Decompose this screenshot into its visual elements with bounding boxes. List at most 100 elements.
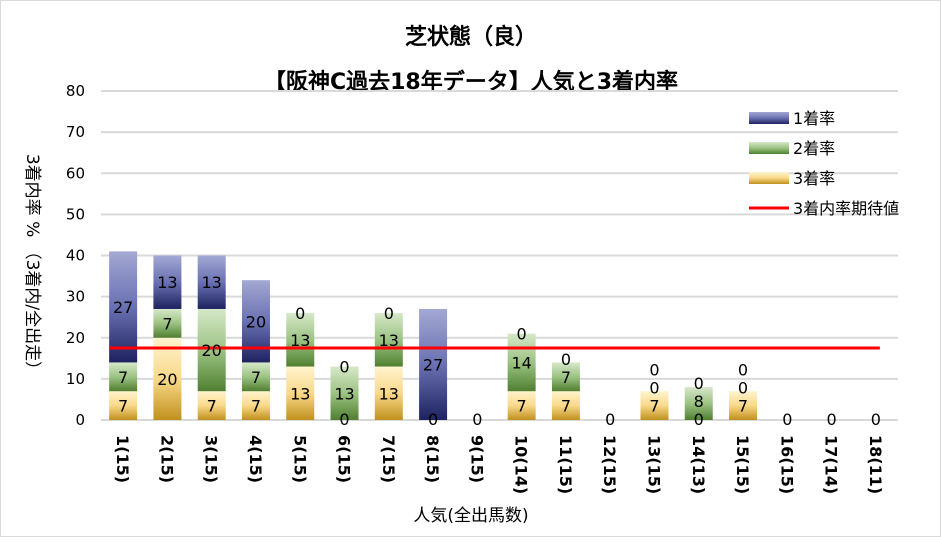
data-label: 13: [334, 384, 354, 403]
bar-segment: [684, 387, 713, 420]
bar-segment: [197, 391, 226, 420]
x-axis-title: 人気(全出馬数): [413, 506, 528, 526]
bar-segment: [330, 366, 359, 420]
data-label: 7: [118, 368, 128, 387]
bar-segment: [109, 362, 138, 392]
data-label: 0: [428, 410, 438, 429]
data-label: 0: [649, 379, 659, 398]
y-tick-label: 40: [66, 247, 85, 265]
data-label: 8: [694, 392, 704, 411]
legend-label: 1着率: [793, 109, 835, 128]
data-label: 0: [694, 410, 704, 429]
y-tick-label: 0: [75, 411, 85, 429]
x-tick-label: 9(15): [467, 435, 486, 483]
data-label: 20: [246, 312, 266, 331]
data-label: 7: [251, 397, 261, 416]
bar-segment: [419, 308, 448, 420]
data-label: 13: [202, 273, 222, 292]
data-label: 13: [290, 384, 310, 403]
legend-label: 3着内率期待値: [793, 199, 899, 218]
x-tick-label: 18(11): [866, 435, 885, 494]
x-tick-label: 11(15): [556, 435, 575, 494]
x-tick-label: 3(15): [202, 435, 221, 483]
y-tick-label: 70: [66, 123, 85, 141]
bar-segment: [507, 333, 536, 392]
data-label: 7: [649, 397, 659, 416]
data-label: 13: [290, 331, 310, 350]
bar-segment: [153, 337, 182, 420]
data-label: 14: [511, 353, 531, 372]
x-tick-label: 10(14): [512, 435, 531, 494]
data-label: 7: [118, 397, 128, 416]
y-tick-label: 20: [66, 329, 85, 347]
data-label: 13: [379, 331, 399, 350]
bar-segment: [109, 251, 138, 363]
x-tick-label: 7(15): [379, 435, 398, 483]
y-axis-title: 3着内率 % （3着内/全出走）: [22, 154, 42, 378]
y-tick-label: 30: [66, 288, 85, 306]
data-label: 7: [207, 397, 217, 416]
bar-segment: [374, 313, 403, 367]
data-label: 0: [295, 304, 305, 323]
data-label: 0: [517, 325, 527, 344]
x-tick-label: 17(14): [822, 435, 841, 494]
x-tick-label: 15(15): [733, 435, 752, 494]
data-label: 0: [649, 361, 659, 380]
bar-segment: [286, 313, 315, 367]
bar-segment: [241, 362, 270, 392]
bar-segment: [640, 391, 669, 420]
x-tick-label: 16(15): [777, 435, 796, 494]
data-label: 0: [561, 350, 571, 369]
bar-segment: [551, 391, 580, 420]
data-label: 0: [782, 410, 792, 429]
data-label: 7: [517, 397, 527, 416]
data-label: 0: [339, 410, 349, 429]
x-tick-label: 1(15): [113, 435, 132, 483]
data-label: 0: [738, 361, 748, 380]
legend-label: 2着率: [793, 139, 835, 158]
x-tick-label: 2(15): [157, 435, 176, 483]
bar-segment: [109, 391, 138, 420]
y-tick-label: 80: [66, 82, 85, 100]
data-label: 0: [871, 410, 881, 429]
y-tick-label: 10: [66, 370, 85, 388]
data-label: 0: [339, 358, 349, 377]
legend-swatch: [749, 172, 789, 184]
data-label: 27: [113, 298, 133, 317]
x-tick-label: 14(13): [689, 435, 708, 494]
data-label: 20: [157, 370, 177, 389]
data-label: 0: [472, 410, 482, 429]
data-label: 0: [694, 374, 704, 393]
bar-segment: [286, 366, 315, 420]
bar-segment: [153, 308, 182, 338]
x-tick-label: 12(15): [600, 435, 619, 494]
x-tick-label: 5(15): [290, 435, 309, 483]
bar-segment: [241, 391, 270, 420]
legend-label: 3着率: [793, 169, 835, 188]
data-label: 0: [826, 410, 836, 429]
data-label: 13: [157, 273, 177, 292]
data-label: 0: [605, 410, 615, 429]
bar-segment: [374, 366, 403, 420]
bar-segment: [551, 362, 580, 392]
bar-segment: [507, 391, 536, 420]
legend-swatch: [749, 142, 789, 154]
bar-segment: [729, 391, 758, 420]
y-tick-label: 50: [66, 205, 85, 223]
bar-segment: [153, 255, 182, 309]
data-label: 20: [202, 341, 222, 360]
x-tick-label: 13(15): [644, 435, 663, 494]
data-label: 7: [561, 368, 571, 387]
legend-swatch: [749, 112, 789, 124]
bar-segment: [197, 308, 226, 392]
chart-title: 芝状態（良）: [405, 24, 537, 50]
data-label: 0: [738, 379, 748, 398]
data-label: 0: [384, 304, 394, 323]
bar-segment: [197, 255, 226, 309]
x-tick-label: 6(15): [335, 435, 354, 483]
data-label: 7: [738, 397, 748, 416]
data-label: 7: [561, 397, 571, 416]
data-label: 7: [251, 368, 261, 387]
